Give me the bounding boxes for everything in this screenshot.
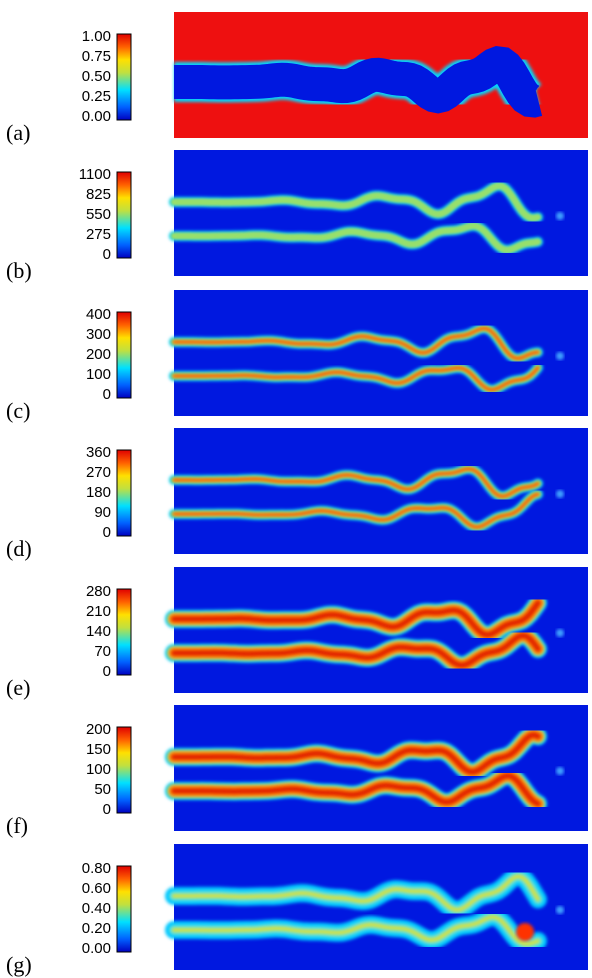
vortex-blob: [556, 767, 564, 775]
field-image: [165, 567, 588, 693]
colorbar-tick-label: 275: [86, 226, 111, 243]
panel-label: (c): [6, 398, 30, 423]
colorbar: [116, 33, 132, 121]
colorbar-tick-label: 280: [86, 583, 111, 600]
field-image: [169, 150, 588, 276]
panel: 280 210 140 70 0 (e): [6, 567, 588, 700]
vortex-blob: [556, 629, 564, 637]
colorbar-tick-label: 1.00: [82, 28, 111, 45]
panel: 0.80 0.60 0.40 0.20 0.00 (g): [6, 844, 588, 977]
colorbar-tick-label: 70: [94, 643, 111, 660]
vortex-blob: [556, 212, 564, 220]
colorbar-tick-label: 0.25: [82, 88, 111, 105]
field-image: [169, 428, 588, 554]
colorbar-tick-label: 0.80: [82, 860, 111, 877]
jet-shear-layer: [171, 773, 541, 807]
colorbar-tick-label: 270: [86, 464, 111, 481]
jet-shear-layer: [171, 732, 541, 775]
colorbar-tick-label: 50: [94, 781, 111, 798]
colorbar-tick-label: 825: [86, 186, 111, 203]
colorbar: [116, 865, 132, 953]
jet-shear-layer: [171, 633, 541, 668]
colorbar-tick-label: 360: [86, 444, 111, 461]
field-image: [165, 705, 588, 831]
colorbar-tick-label: 180: [86, 484, 111, 501]
colorbar: [116, 726, 132, 814]
colorbar-tick-label: 210: [86, 603, 111, 620]
colorbar-tick-label: 0.40: [82, 900, 111, 917]
jet-shear-layer: [172, 366, 540, 392]
panel: 200 150 100 50 0 (f): [6, 705, 588, 838]
colorbar-tick-label: 0.50: [82, 68, 111, 85]
colorbar-tick-label: 200: [86, 721, 111, 738]
field-image: [169, 290, 588, 416]
vortex-blob: [556, 352, 564, 360]
jet-shear-layer: [172, 184, 540, 220]
panel-label: (f): [6, 813, 28, 838]
colorbar-tick-label: 0.00: [82, 108, 111, 125]
colorbar-tick-label: 0.75: [82, 48, 111, 65]
jet-shear-layer: [171, 600, 541, 638]
field-image: [174, 12, 588, 138]
colorbar-tick-label: 140: [86, 623, 111, 640]
jet-shear-layer: [172, 467, 540, 498]
colorbar-tick-label: 0: [103, 801, 111, 818]
colorbar: [116, 588, 132, 676]
colorbar: [116, 449, 132, 537]
colorbar-tick-label: 0.20: [82, 920, 111, 937]
colorbar-tick-label: 150: [86, 741, 111, 758]
colorbar-tick-label: 200: [86, 346, 111, 363]
colorbar-tick-label: 0.60: [82, 880, 111, 897]
colorbar-tick-label: 100: [86, 761, 111, 778]
panel-label: (e): [6, 675, 30, 700]
panel-label: (g): [6, 952, 32, 977]
panel-label: (d): [6, 536, 32, 561]
panel-label: (b): [6, 258, 32, 283]
jet-shear-layer: [172, 327, 540, 360]
colorbar-tick-label: 0: [103, 524, 111, 541]
panel: 1.00 0.75 0.50 0.25 0.00 (a): [6, 12, 588, 145]
vortex-blob: [556, 490, 564, 498]
colorbar-tick-label: 90: [94, 504, 111, 521]
colorbar-tick-label: 1100: [79, 166, 111, 183]
colorbar-tick-label: 0: [103, 663, 111, 680]
panel: 1100 825 550 275 0 (b): [6, 150, 588, 283]
jet-shear-layer: [172, 915, 540, 946]
colorbar-tick-label: 550: [86, 206, 111, 223]
jet-shear-layer: [172, 874, 540, 912]
field-image: [165, 844, 588, 970]
colorbar-tick-label: 300: [86, 326, 111, 343]
colorbar-tick-label: 0: [103, 386, 111, 403]
colorbar-tick-label: 400: [86, 306, 111, 323]
colorbar-tick-label: 0: [103, 246, 111, 263]
colorbar: [116, 171, 132, 259]
jet-core: [174, 46, 543, 118]
colorbar-tick-label: 0.00: [82, 940, 111, 957]
jet-shear-layer: [172, 492, 540, 529]
vortex-blob: [556, 906, 564, 914]
colorbar: [116, 311, 132, 399]
field-background: [174, 290, 588, 416]
jet-shear-layer: [172, 224, 540, 252]
hot-spot: [516, 923, 534, 941]
colorbar-tick-label: 100: [86, 366, 111, 383]
panel-label: (a): [6, 120, 30, 145]
panel: 400 300 200 100 0 (c): [6, 290, 588, 423]
panel: 360 270 180 90 0 (d): [6, 428, 588, 561]
